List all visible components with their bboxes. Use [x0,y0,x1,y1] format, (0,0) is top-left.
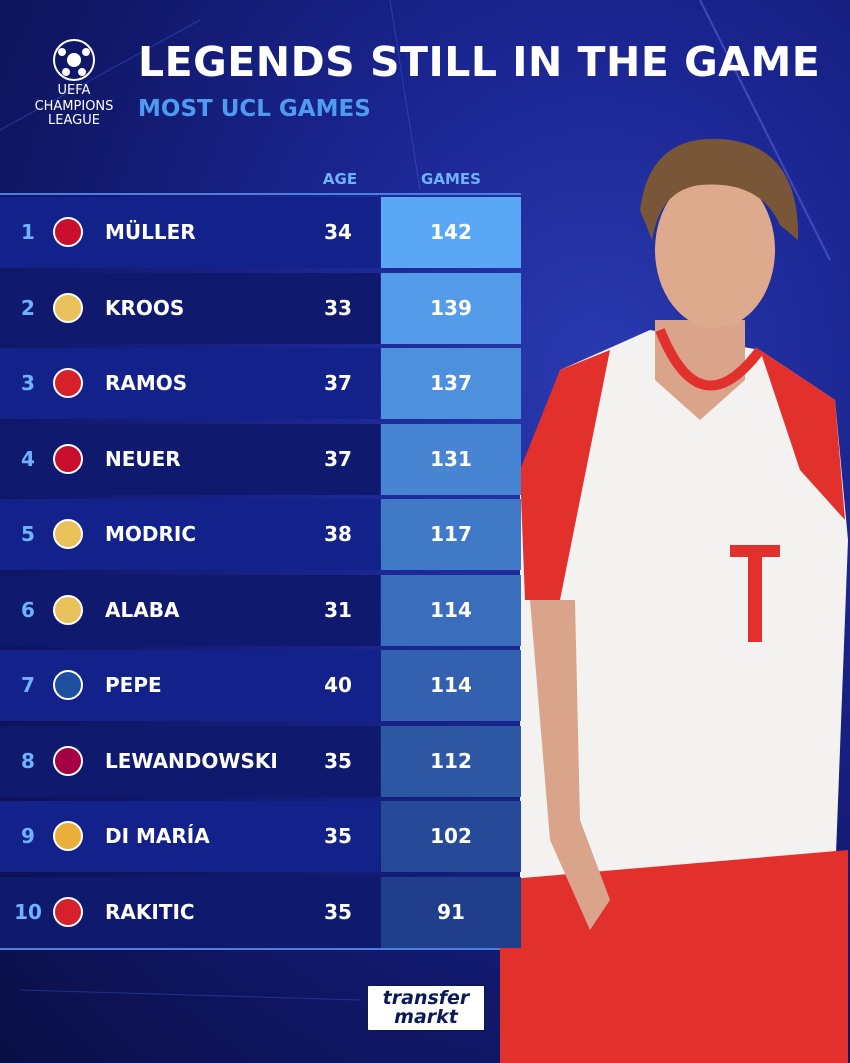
rank: 2 [21,295,35,320]
player-name: LEWANDOWSKI [105,748,278,773]
logo-text: UEFA [57,83,91,98]
rank: 4 [21,446,35,471]
games: 112 [430,748,472,773]
games-background [381,801,521,872]
age: 38 [324,522,352,546]
age: 35 [324,824,352,848]
club-crest [53,670,83,700]
games: 137 [430,371,472,395]
rank: 10 [14,899,42,924]
club-crest [53,292,83,323]
rank: 3 [21,371,35,395]
games-background [381,272,521,344]
games-background [381,499,521,570]
age: 37 [324,371,352,395]
rank: 9 [21,824,35,848]
brand-text: markt [394,1006,458,1028]
games: 102 [430,824,472,848]
games: 139 [430,295,472,320]
player-name: PEPE [105,673,162,697]
games: 131 [430,446,472,471]
player-name: ALABA [105,597,180,622]
club-crest [53,594,83,625]
column-header: GAMES [421,170,481,188]
player-name: RAKITIC [105,899,195,924]
games-background [381,574,521,646]
rank: 5 [21,522,35,546]
title: LEGENDS STILL IN THE GAME [138,38,821,86]
logo-text: CHAMPIONS [34,99,114,114]
logo-text: LEAGUE [48,113,100,128]
games: 142 [430,220,472,244]
player-name: NEUER [105,446,181,471]
brand-logo: transfer markt [366,984,486,1032]
brand-text: transfer [382,987,470,1009]
age: 33 [324,295,352,320]
games-background [381,423,521,495]
games: 91 [437,899,465,924]
column-header: AGE [322,170,358,188]
games-background [381,197,521,268]
player-name: KROOS [105,295,185,320]
rank: 1 [21,220,35,244]
games-background [381,876,521,948]
age: 34 [324,220,352,244]
age: 40 [324,673,352,697]
club-crest [53,368,83,398]
games: 114 [430,673,472,697]
games-background [381,348,521,419]
games-background [381,650,521,721]
rank: 6 [21,597,35,622]
player-name: DI MARÍA [105,824,210,848]
games-background [381,725,521,797]
club-crest [53,443,83,474]
club-crest [53,896,83,927]
player-name: MÜLLER [105,220,196,244]
age: 37 [324,446,352,471]
club-crest [53,745,83,776]
games: 117 [430,522,472,546]
player-name: RAMOS [105,371,188,395]
player-name: MODRIC [105,522,197,546]
club-crest [53,519,83,549]
age: 35 [324,899,352,924]
player-photo [500,138,848,1063]
club-crest [53,821,83,851]
age: 35 [324,748,352,773]
club-crest [53,217,83,247]
ucl-ball [53,39,95,81]
age: 31 [324,597,352,622]
games: 114 [430,597,472,622]
rank: 7 [21,673,35,697]
subtitle: MOST UCL GAMES [138,96,371,122]
rank: 8 [21,748,35,773]
